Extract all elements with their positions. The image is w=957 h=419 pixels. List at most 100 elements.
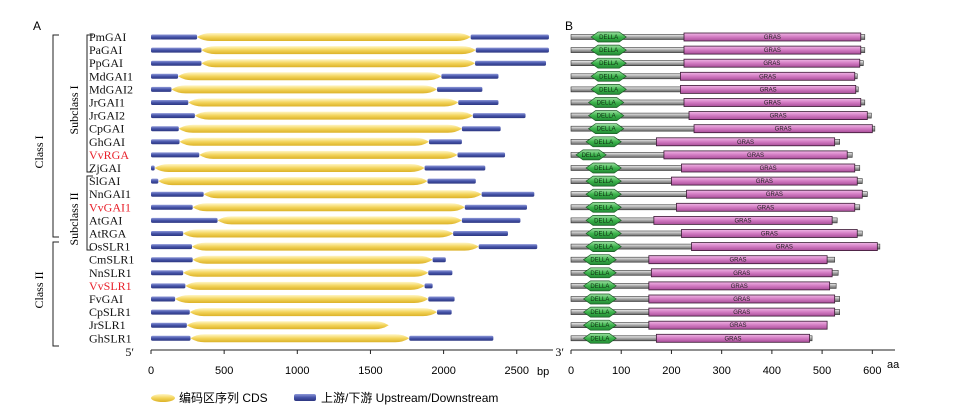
cds-bar — [191, 242, 479, 251]
gras-domain — [655, 333, 810, 343]
gene-label: PmGAI — [89, 30, 126, 44]
della-domain — [585, 228, 622, 239]
protein-domain-row: GRAS DELLA — [570, 241, 881, 252]
gene-label: CpSLR1 — [89, 305, 131, 319]
legend-cds-swatch — [151, 394, 175, 402]
gras-domain-label: GRAS — [764, 35, 781, 41]
della-domain — [585, 201, 622, 213]
della-domain — [590, 70, 627, 82]
della-domain-label: DELLA — [594, 166, 613, 172]
gras-domain — [663, 150, 848, 160]
protein-domain-row: GRAS DELLA — [570, 267, 839, 279]
gene-structure-row — [151, 46, 549, 55]
gene-structure-row — [151, 308, 452, 317]
gras-domain-label: GRAS — [756, 179, 773, 185]
gene-label: VvGAI1 — [89, 200, 131, 214]
protein-domain-row: GRAS DELLA — [570, 280, 837, 292]
legend-utr-label: 上游/下游 Upstream/Downstream — [321, 391, 498, 405]
protein-domain-row: GRAS DELLA — [570, 162, 861, 174]
utr3-bar — [453, 231, 508, 236]
protein-domain-row: GRAS DELLA — [570, 254, 835, 266]
cds-bar — [183, 268, 429, 277]
protein-domain-row: GRAS DELLA — [570, 293, 840, 305]
gras-domain — [648, 255, 828, 265]
gras-domain — [683, 58, 861, 68]
della-domain-label: DELLA — [599, 87, 618, 93]
gene-structure-row — [151, 98, 499, 107]
della-domain-label: DELLA — [599, 48, 618, 54]
della-domain-label: DELLA — [590, 323, 609, 329]
gene-structure-row — [151, 242, 538, 251]
gene-structure-row — [151, 229, 508, 238]
x-axis-bp: 0 500 1000 1500 2000 2500 — [148, 349, 553, 377]
cds-bar — [171, 85, 438, 94]
della-domain-label: DELLA — [594, 192, 613, 198]
gene-structure-row — [151, 137, 462, 146]
cds-bar — [190, 334, 410, 343]
utr5-bar — [151, 152, 200, 158]
gene-label: JrSLR1 — [89, 318, 126, 332]
protein-domain-row: GRAS DELLA — [570, 123, 876, 135]
x-tick-label-bp: 1500 — [358, 365, 382, 377]
utr5-bar — [151, 296, 176, 302]
protein-domain-row: GRAS DELLA — [570, 201, 861, 213]
utr3-bar — [461, 126, 501, 132]
gene-label: JrGAI2 — [89, 109, 125, 123]
gene-label: CpGAI — [89, 122, 124, 136]
x-tick-label-bp: 2500 — [505, 365, 529, 377]
gras-domain — [683, 32, 862, 42]
gene-label: VvRGA — [89, 148, 129, 162]
della-domain — [590, 84, 627, 95]
utr3-bar — [461, 217, 521, 223]
gras-domain-label: GRAS — [734, 218, 751, 224]
utr5-bar — [151, 309, 190, 315]
panel-a-label: A — [33, 19, 41, 33]
gene-structure-row — [151, 85, 483, 94]
utr5-bar — [151, 191, 204, 197]
gene-label: NnSLR1 — [89, 266, 132, 280]
x-axis-aa: 0 100 200 300 400 500 600 — [568, 349, 895, 377]
gras-domain-label: GRAS — [747, 153, 764, 159]
x-tick-label-bp: 2000 — [431, 365, 455, 377]
utr5-bar — [151, 244, 192, 250]
legend-cds-label: 编码区序列 CDS — [179, 390, 268, 405]
utr5-bar — [151, 100, 189, 105]
gene-label: PaGAI — [89, 43, 122, 57]
utr5-bar — [151, 335, 191, 341]
della-domain-label: DELLA — [594, 245, 613, 251]
gene-label: CmSLR1 — [89, 253, 134, 267]
della-domain-label: DELLA — [594, 232, 613, 238]
gras-domain-label: GRAS — [733, 271, 750, 277]
cds-bar — [201, 59, 476, 68]
gras-domain-label: GRAS — [770, 114, 787, 120]
della-domain-label: DELLA — [599, 61, 618, 67]
gras-domain-label: GRAS — [776, 245, 793, 251]
protein-domain-row: GRAS DELLA — [570, 228, 863, 239]
class-1-bracket — [52, 34, 59, 238]
cds-bar — [158, 177, 428, 186]
gene-structure-row — [151, 72, 499, 81]
della-domain — [582, 267, 617, 279]
della-domain-label: DELLA — [599, 35, 618, 41]
gene-structure-row — [151, 59, 547, 68]
five-prime-label: 5′ — [125, 345, 134, 359]
x-tick-label-aa: 300 — [712, 365, 730, 377]
gras-domain-label: GRAS — [757, 205, 774, 211]
della-domain — [587, 110, 625, 121]
della-domain-label: DELLA — [597, 101, 616, 107]
della-domain — [582, 280, 617, 292]
protein-domain-row: GRAS DELLA — [570, 149, 853, 161]
gene-structure-bars — [151, 33, 549, 343]
cds-bar — [194, 111, 473, 120]
della-domain-label: DELLA — [599, 74, 618, 80]
della-domain-label: DELLA — [590, 336, 609, 342]
gras-domain — [648, 320, 828, 330]
utr3-bar — [424, 283, 433, 289]
utr3-bar — [475, 47, 549, 53]
protein-domain-row: GRAS DELLA — [570, 306, 840, 318]
utr3-bar — [428, 139, 462, 145]
gras-domain — [653, 215, 833, 225]
cds-bar — [192, 255, 433, 264]
gene-label: OsSLR1 — [89, 240, 130, 254]
legend-utr-swatch — [294, 394, 316, 401]
